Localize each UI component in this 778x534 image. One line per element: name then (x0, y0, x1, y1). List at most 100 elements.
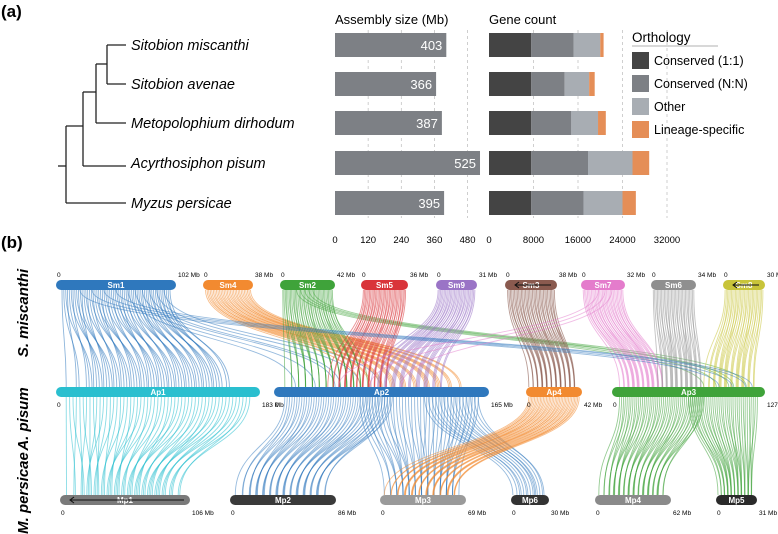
synteny-link (622, 396, 653, 496)
synteny-link (282, 396, 342, 496)
synteny-link (651, 396, 695, 496)
synteny-link (663, 289, 676, 388)
chromosome-bar (361, 280, 408, 290)
synteny-link (248, 396, 300, 496)
chromosome-length-label: 31 Mb (479, 272, 497, 279)
synteny-link (317, 396, 383, 496)
synteny-link (73, 396, 77, 496)
synteny-link (79, 396, 84, 496)
gene-tick-label: 8000 (523, 235, 544, 246)
synteny-link (722, 396, 736, 496)
synteny-link (668, 289, 674, 388)
chromosome-bar (56, 280, 176, 290)
chromosome-bar (274, 387, 489, 397)
synteny-link (95, 396, 108, 496)
synteny-link (712, 289, 729, 388)
synteny-link (208, 289, 380, 388)
chromosome-length-label: 42 Mb (337, 272, 355, 279)
legend-swatch (632, 121, 649, 138)
synteny-link (425, 289, 468, 388)
synteny-link (338, 289, 372, 388)
synteny-link (157, 396, 213, 496)
synteny-link (338, 289, 600, 388)
synteny-link (748, 289, 760, 388)
synteny-link (679, 289, 691, 388)
synteny-link (552, 289, 571, 388)
synteny-link (163, 396, 230, 496)
synteny-link (441, 289, 476, 388)
chromosome-name: Sm5 (376, 281, 393, 290)
synteny-link (270, 396, 317, 496)
synteny-link (168, 396, 247, 496)
panel-a-label: (a) (1, 2, 22, 21)
synteny-link (82, 396, 92, 496)
synteny-link (374, 289, 399, 388)
chromosome-name: Sm3 (523, 281, 540, 290)
synteny-link (637, 396, 674, 496)
synteny-link (433, 396, 567, 496)
synteny-link (676, 289, 683, 388)
synteny-link (297, 396, 352, 496)
synteny-link (426, 396, 559, 496)
synteny-link (425, 396, 556, 496)
synteny-link (245, 289, 451, 388)
synteny-link (269, 396, 327, 496)
chromosome-name: Ap4 (546, 388, 562, 397)
synteny-link (619, 289, 663, 388)
phylogenetic-tree (58, 44, 126, 204)
synteny-link (652, 289, 659, 388)
synteny-link (255, 396, 313, 496)
synteny-link (608, 289, 653, 388)
synteny-link (710, 396, 729, 496)
synteny-link (300, 289, 313, 388)
synteny-link (350, 289, 382, 388)
panel-b-label: (b) (1, 233, 23, 252)
synteny-link (397, 396, 536, 496)
gene-tick-label: 16000 (565, 235, 591, 246)
synteny-link (553, 289, 576, 388)
synteny-link (582, 289, 621, 388)
chromosome-bar (526, 387, 582, 397)
chromosome-name: Mp2 (275, 496, 292, 505)
species-label: Sitobion avenae (131, 77, 235, 93)
synteny-link (526, 289, 548, 388)
assembly-tick-label: 360 (427, 235, 443, 246)
chromosome-length-label: 30 Mb (551, 510, 569, 517)
synteny-link (102, 396, 118, 496)
synteny-link (752, 289, 761, 388)
synteny-link (586, 289, 625, 388)
legend-label: Conserved (N:N) (654, 77, 748, 91)
species-label: Metopolophium dirhodum (131, 116, 295, 132)
chromosome-name: Mp5 (729, 496, 746, 505)
gene-count-segment (531, 191, 584, 215)
synteny-link (107, 289, 132, 388)
synteny-link (256, 396, 298, 496)
synteny-link (170, 396, 241, 496)
synteny-link (434, 289, 475, 388)
synteny-link (380, 289, 405, 388)
legend-label: Lineage-specific (654, 123, 744, 137)
synteny-link (736, 289, 750, 388)
synteny-link (159, 396, 207, 496)
synteny-link (356, 289, 385, 388)
synteny-link (310, 289, 327, 388)
orthology-legend: Orthology Conserved (1:1) Conserved (N:N)… (632, 30, 748, 138)
gene-count-segment (489, 33, 532, 57)
synteny-link (100, 396, 125, 496)
assembly-bar (335, 33, 447, 57)
chromosome-name: Sm9 (448, 281, 465, 290)
synteny-link (743, 289, 759, 388)
chromosome-length-label: 183 Mb (262, 402, 284, 409)
chromosome-length-label: 165 Mb (491, 402, 513, 409)
gene-count-segment (489, 191, 532, 215)
synteny-link (658, 289, 668, 388)
synteny-link (433, 289, 472, 388)
synteny-link (607, 289, 649, 388)
synteny-link (359, 396, 385, 496)
chromosome-name: Sm1 (108, 281, 125, 290)
synteny-link (537, 289, 557, 388)
chromosome-start-label: 0 (275, 402, 279, 409)
synteny-link (310, 396, 376, 496)
synteny-link (369, 289, 606, 388)
gene-count-segment (489, 111, 532, 135)
